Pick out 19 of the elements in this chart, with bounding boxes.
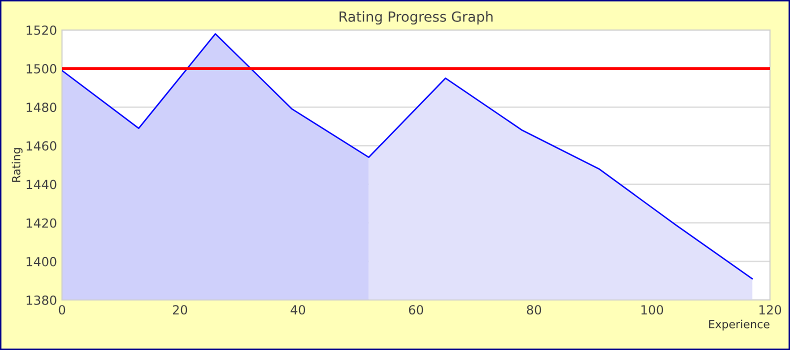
x-tick-label: 100 (641, 305, 664, 315)
y-tick-label: 1380 (26, 295, 56, 305)
x-tick-label: 60 (408, 305, 424, 315)
y-tick-label: 1520 (26, 25, 56, 35)
x-axis-title: Experience (709, 320, 770, 330)
y-axis-title: Rating (12, 148, 23, 182)
y-tick-label: 1440 (26, 180, 56, 190)
y-tick-label: 1480 (26, 102, 56, 112)
x-tick-label: 80 (526, 305, 542, 315)
x-tick-label: 40 (290, 305, 306, 315)
y-tick-label: 1460 (26, 141, 56, 151)
line-series (62, 33, 753, 280)
y-tick-label: 1420 (26, 218, 56, 228)
y-tick-label: 1400 (26, 256, 56, 266)
x-tick-label: 120 (759, 305, 782, 315)
x-tick-label: 20 (172, 305, 188, 315)
x-tick-label: 0 (58, 305, 66, 315)
y-tick-label: 1500 (26, 64, 56, 74)
chart-title: Rating Progress Graph (340, 11, 493, 25)
